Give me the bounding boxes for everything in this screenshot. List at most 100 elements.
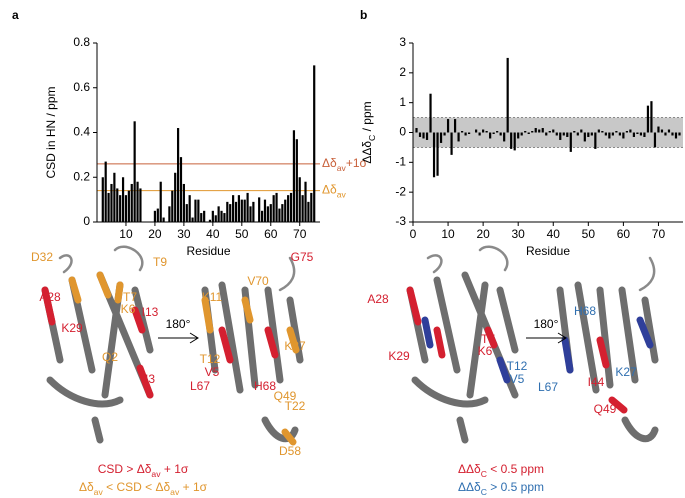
bar: [217, 206, 220, 222]
bar: [604, 132, 607, 136]
residue-label: H68: [574, 304, 596, 318]
bar: [622, 132, 625, 139]
bar: [153, 210, 157, 222]
x-tick-label: 60: [617, 227, 631, 241]
bar: [307, 201, 310, 222]
legend-entry-part: CSD > Δδ: [98, 462, 152, 476]
legend-entry-part: > 0.5 ppm: [487, 480, 544, 494]
bar: [252, 201, 255, 222]
bar: [101, 177, 104, 222]
residue-label: T12: [200, 352, 221, 366]
legend-entry-part: Δδ: [79, 480, 94, 494]
bar: [284, 199, 287, 222]
bar: [130, 183, 133, 222]
bar: [489, 132, 492, 139]
residue-label: A28: [39, 290, 61, 304]
residue-label: K27: [284, 339, 306, 353]
legend-entry-part: + 1σ: [179, 480, 207, 494]
threshold-label-part: Δδ: [322, 183, 337, 197]
residue-label: Q2: [102, 350, 118, 364]
bar: [124, 195, 128, 222]
bar: [266, 206, 269, 222]
bar: [552, 129, 555, 133]
coil: [426, 245, 509, 274]
bar: [432, 132, 436, 178]
helix: [411, 376, 489, 444]
threshold-label-part: +1σ: [346, 156, 368, 170]
residue-label: K11: [202, 290, 223, 304]
bar: [121, 177, 125, 222]
bar: [573, 131, 576, 133]
bar: [214, 215, 217, 222]
bar: [304, 181, 307, 222]
strand-red: [406, 286, 498, 359]
bar: [443, 132, 446, 136]
bar: [425, 132, 429, 140]
bar: [653, 132, 657, 148]
x-tick-label: 40: [547, 227, 561, 241]
bar: [636, 132, 639, 134]
threshold-label-subscript: av: [337, 190, 347, 200]
bar: [506, 57, 509, 133]
bar: [562, 132, 565, 136]
x-tick-label: 70: [293, 227, 307, 241]
bar: [298, 177, 301, 222]
x-axis-label: Residue: [186, 244, 230, 258]
structure-cartoons: [41, 245, 659, 446]
bar: [275, 192, 278, 222]
residue-label: V70: [247, 274, 269, 288]
x-tick-label: 0: [410, 227, 417, 241]
bar: [310, 192, 313, 222]
bar: [281, 204, 284, 222]
bar: [139, 188, 142, 222]
legend-entry: ΔΔδC > 0.5 ppm: [458, 480, 544, 497]
bar: [136, 181, 139, 222]
residue-label: A28: [367, 292, 389, 306]
bar: [415, 128, 418, 133]
bar: [555, 132, 558, 136]
x-tick-label: 70: [652, 227, 666, 241]
bar: [159, 181, 162, 222]
legend-entry-part: ΔΔδ: [458, 480, 481, 494]
residue-label: I13: [142, 305, 159, 319]
residue-label: G75: [291, 250, 314, 264]
legend-entry-subscript: av: [94, 487, 104, 497]
residue-label: T7: [481, 332, 495, 346]
bar: [194, 199, 197, 222]
threshold-label-part: Δδ: [322, 156, 337, 170]
bar: [188, 195, 191, 222]
strand: [556, 281, 659, 443]
x-tick-label: 10: [119, 227, 133, 241]
residue-label: T7: [123, 290, 137, 304]
bar: [559, 132, 562, 140]
legend-entry-subscript: C: [481, 469, 487, 479]
bar: [650, 101, 653, 133]
bar: [446, 119, 450, 133]
bar: [258, 197, 261, 222]
y-axis-label: CSD in HN / ppm: [44, 86, 58, 178]
bar: [292, 130, 296, 222]
x-tick-label: 20: [148, 227, 162, 241]
bar: [197, 199, 200, 222]
strand-orange: [68, 271, 124, 304]
bar: [601, 131, 604, 133]
bar: [208, 219, 212, 222]
legend-entry-subscript: av: [151, 469, 161, 479]
y-tick-label: 0: [399, 125, 406, 139]
bar: [220, 210, 223, 222]
y-tick-label: -2: [395, 184, 406, 198]
residue-label: D58: [279, 444, 301, 458]
x-tick-label: 40: [206, 227, 220, 241]
bar: [287, 195, 290, 222]
residue-label: Q49: [274, 389, 297, 403]
legend-entry-part: < 0.5 ppm: [487, 462, 544, 476]
strand-red: [218, 326, 279, 364]
y-tick-label: 0.4: [73, 125, 90, 139]
y-axis-label: ΔΔδC / ppm: [360, 101, 377, 163]
strand-red: [596, 336, 628, 414]
bar: [263, 199, 267, 222]
residue-label: K6: [478, 344, 493, 358]
helix: [46, 376, 124, 444]
bar: [179, 157, 183, 222]
bar: [492, 132, 495, 134]
